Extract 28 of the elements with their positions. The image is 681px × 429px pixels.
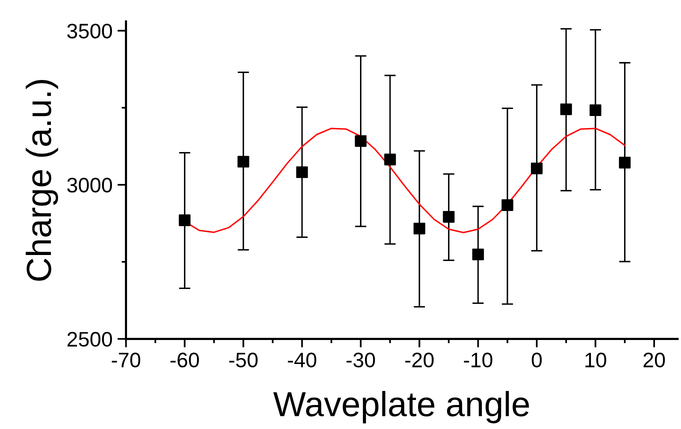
x-axis-title: Waveplate angle: [273, 390, 529, 424]
point: [618, 156, 631, 168]
point: [414, 222, 426, 234]
x-tick-label: -60: [170, 352, 199, 368]
point: [530, 162, 543, 174]
x-tick-label: -40: [288, 352, 316, 368]
x-tick-label: -10: [464, 352, 492, 368]
y-tick-label: 3000: [67, 178, 112, 193]
y-tick-label: 3500: [67, 24, 112, 38]
x-tick-label: 10: [585, 352, 606, 368]
point: [354, 135, 367, 147]
point: [502, 199, 514, 211]
y-tick-label: 2500: [68, 332, 112, 347]
point: [178, 214, 191, 226]
point: [384, 154, 396, 166]
x-tick-label: 20: [644, 352, 665, 368]
point: [238, 156, 250, 168]
x-tick-label: -20: [405, 352, 434, 368]
point: [442, 211, 455, 223]
point: [296, 166, 308, 178]
y-axis-title: Charge (a.u.): [26, 80, 58, 281]
point: [472, 248, 484, 260]
x-tick-label: 0: [532, 352, 542, 368]
point: [560, 103, 572, 116]
point: [590, 104, 602, 116]
x-tick-label: -70: [112, 352, 140, 368]
x-tick-label: -50: [229, 352, 258, 368]
x-tick-label: -30: [346, 352, 375, 368]
